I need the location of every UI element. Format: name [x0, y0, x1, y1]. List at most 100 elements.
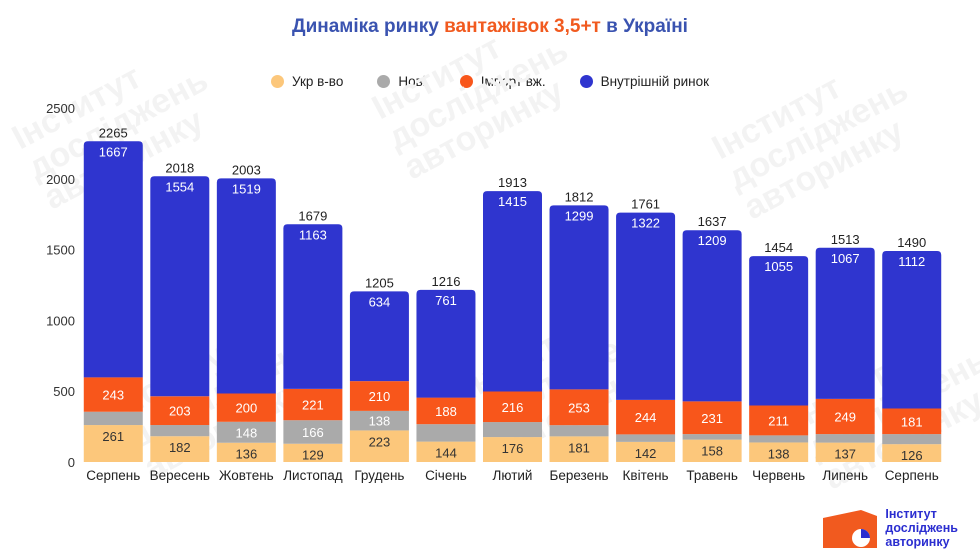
logo-line-1: Інститут	[885, 507, 937, 521]
bar-segment-0	[749, 442, 809, 462]
bar-segment-1	[815, 434, 875, 443]
segment-label: 243	[102, 388, 124, 403]
total-label: 1216	[432, 274, 461, 289]
segment-label: 142	[635, 446, 657, 461]
segment-label: 244	[635, 410, 657, 425]
segment-label: 1667	[99, 144, 128, 159]
segment-label: 1112	[898, 254, 925, 269]
legend-label: Внутрішній ринок	[600, 74, 709, 89]
bar-segment-2	[749, 405, 809, 436]
segment-label: 129	[302, 448, 324, 463]
segment-label: 181	[901, 414, 923, 429]
x-tick-label: Січень	[425, 468, 467, 483]
segment-label: 181	[568, 440, 590, 455]
total-label: 1761	[631, 197, 660, 212]
bar-segment-internal	[216, 178, 276, 394]
total-label: 1637	[698, 214, 727, 229]
segment-label: 166	[302, 425, 324, 440]
bar-segment-internal	[349, 291, 409, 382]
logo-icon	[823, 510, 878, 548]
segment-label: 203	[169, 404, 191, 419]
x-tick-label: Грудень	[354, 468, 404, 483]
segment-label: 1299	[565, 208, 594, 223]
legend-label: Нові	[398, 74, 426, 89]
bar-segment-1	[150, 425, 210, 437]
bar-segment-internal	[749, 256, 809, 406]
bar-segment-internal	[815, 247, 875, 399]
segment-label: 253	[568, 400, 590, 415]
bar-segment-2	[349, 381, 409, 411]
segment-label: 188	[435, 404, 457, 419]
bar-segment-internal	[483, 191, 542, 392]
segment-label: 136	[235, 447, 257, 462]
bar-segment-0	[83, 425, 143, 462]
bar-segment-2	[416, 397, 476, 425]
y-tick-label: 500	[53, 384, 75, 399]
x-tick-label: Серпень	[885, 468, 939, 483]
segment-label: 210	[369, 389, 391, 404]
bar-segment-0	[549, 436, 609, 462]
bar-segment-1	[483, 422, 542, 438]
chart-title: Динаміка ринку вантажівок 3,5+т в Україн…	[0, 16, 980, 38]
segment-label: 148	[235, 425, 257, 440]
segment-label: 138	[369, 414, 391, 429]
segment-label: 137	[834, 447, 856, 462]
x-tick-label: Червень	[752, 468, 805, 483]
segment-label: 216	[502, 400, 524, 415]
bar-segment-0	[815, 442, 875, 462]
segment-label: 231	[701, 411, 723, 426]
segment-label: 182	[169, 440, 191, 455]
logo-line-3: авторинку	[885, 535, 950, 549]
logo-text: Інститут досліджень авторинку	[885, 507, 958, 549]
total-label: 1812	[565, 189, 594, 204]
segment-label: 1415	[498, 194, 527, 209]
bar-segment-0	[882, 444, 942, 462]
bar-segment-2	[815, 398, 875, 435]
bar-segment-2	[549, 389, 609, 426]
total-label: 1679	[298, 208, 327, 223]
total-label: 1513	[831, 232, 860, 247]
x-tick-label: Березень	[549, 468, 608, 483]
bar-segment-1	[682, 434, 742, 440]
segment-label: 223	[369, 434, 391, 449]
bar-segment-0	[682, 439, 742, 462]
bar-segment-1	[416, 424, 476, 442]
bar-segment-internal	[682, 230, 742, 402]
bar-segment-internal	[616, 212, 676, 400]
segment-label: 1163	[299, 227, 327, 242]
segment-label: 249	[834, 409, 856, 424]
segment-label: 634	[369, 294, 391, 309]
bar-segment-1	[749, 435, 809, 443]
legend-swatch	[579, 75, 593, 88]
segment-label: 1055	[764, 259, 793, 274]
bar-segment-2	[283, 388, 343, 421]
bar-segment-0	[283, 443, 343, 462]
legend-item: Нові	[377, 74, 426, 89]
bar-segment-internal	[549, 205, 609, 390]
bar-segment-2	[616, 399, 676, 435]
y-tick-label: 1000	[46, 313, 75, 328]
x-tick-label: Листопад	[283, 468, 343, 483]
x-tick-label: Жовтень	[219, 468, 274, 483]
title-accent: вантажівок 3,5+т	[444, 16, 601, 37]
segment-label: 1519	[232, 181, 261, 196]
logo-line-2: досліджень	[885, 521, 958, 535]
bar-segment-2	[882, 408, 942, 435]
legend-item: Імпорт вж.	[459, 74, 546, 89]
legend-swatch	[459, 75, 473, 88]
bar-segment-internal	[416, 289, 476, 398]
chart-legend: Укр в-во Нові Імпорт вж. Внутрішній ринок	[0, 74, 980, 89]
bar-segment-1	[216, 421, 276, 443]
bar-segment-1	[549, 425, 609, 437]
segment-label: 126	[901, 448, 923, 463]
title-part3: в Україні	[600, 16, 688, 37]
segment-label: 138	[768, 446, 790, 461]
bar-segment-2	[83, 377, 143, 412]
bar-segment-0	[349, 430, 409, 462]
bar-segment-0	[216, 442, 276, 462]
y-tick-label: 0	[68, 455, 75, 470]
bar-segment-2	[483, 391, 542, 423]
title-part1: Динаміка ринку	[292, 16, 445, 37]
x-tick-label: Липень	[822, 468, 868, 483]
